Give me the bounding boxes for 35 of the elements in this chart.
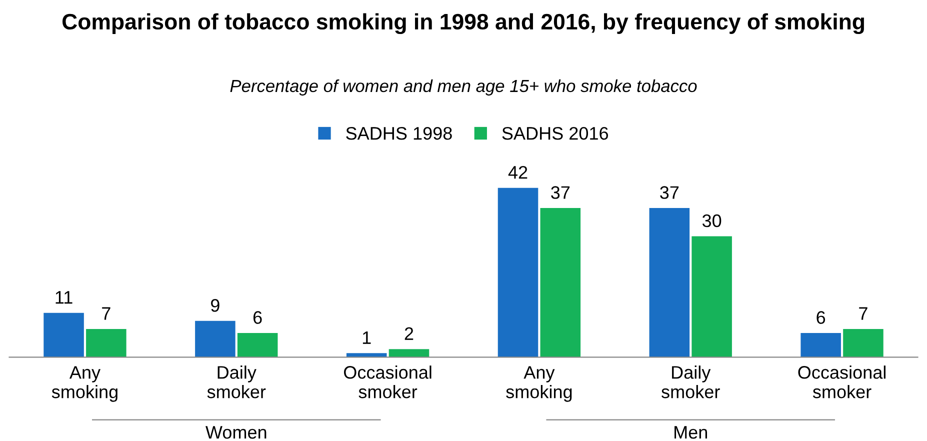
bar <box>843 328 884 358</box>
x-tick-label: Any smoking <box>52 366 118 402</box>
x-tick-label: Occasional smoker <box>798 366 886 398</box>
data-label: 30 <box>702 214 722 228</box>
data-label: 42 <box>508 166 528 179</box>
data-label: 7 <box>102 307 110 320</box>
bar <box>540 208 581 358</box>
data-label: 9 <box>211 299 220 312</box>
bar <box>86 328 126 358</box>
bar <box>388 349 430 358</box>
x-tick-label: Daily smoker <box>207 366 266 398</box>
legend-label: SADHS 1998 <box>346 126 452 140</box>
legend-label: SADHS 2016 <box>502 126 608 140</box>
bar <box>237 333 278 358</box>
data-label: 6 <box>253 311 262 324</box>
bar <box>195 320 236 358</box>
bar <box>498 188 538 358</box>
data-label: 37 <box>660 186 679 199</box>
data-label: 1 <box>362 331 371 344</box>
chart-title: Comparison of tobacco smoking in 1998 and 2016, by frequency of smoking <box>62 13 864 34</box>
bar <box>649 208 690 358</box>
x-tick-label: Daily smoker <box>662 366 720 398</box>
bar <box>44 312 84 358</box>
text: Women <box>206 426 266 439</box>
data-label: 6 <box>816 311 826 324</box>
data-label: 11 <box>56 291 72 304</box>
chart-subtitle: Percentage of women and men age 15+ who smoke tobacco <box>230 79 697 96</box>
x-tick-label: Any smoking <box>506 366 572 402</box>
bar <box>692 236 732 358</box>
text: Men <box>674 426 708 439</box>
data-label: 7 <box>859 307 868 320</box>
bar <box>800 333 841 358</box>
x-tick-label: Occasional smoker <box>344 366 432 398</box>
data-label: 37 <box>551 186 570 199</box>
data-label: 2 <box>404 327 414 340</box>
